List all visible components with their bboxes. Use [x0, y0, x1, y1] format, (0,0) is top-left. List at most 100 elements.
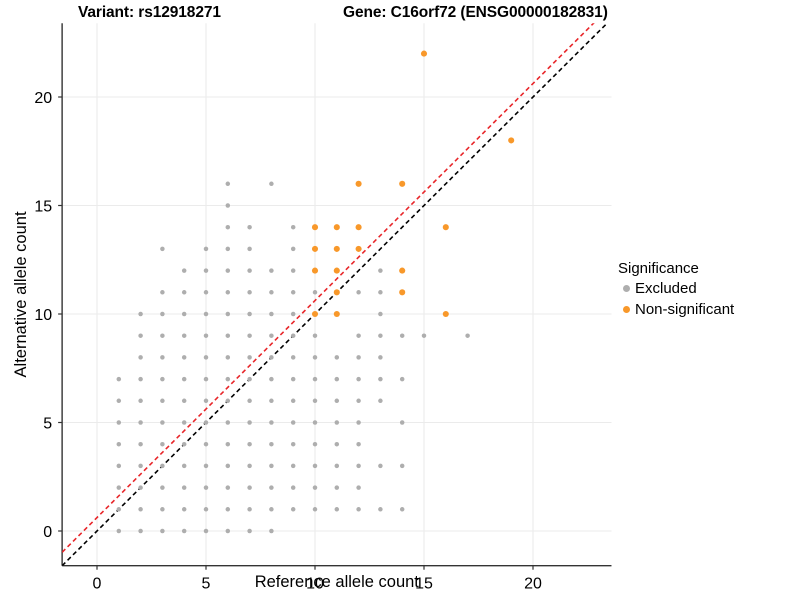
data-point [356, 420, 361, 425]
data-point [334, 507, 340, 512]
data-point [181, 528, 187, 534]
data-point [269, 398, 274, 404]
data-point [225, 507, 231, 512]
data-point [225, 203, 231, 208]
data-point [334, 355, 340, 360]
data-point [378, 507, 383, 512]
data-point [160, 290, 165, 295]
threshold-line [62, 23, 595, 553]
data-point [356, 290, 361, 295]
data-point [160, 528, 165, 534]
data-point [181, 290, 187, 295]
data-point [399, 420, 405, 425]
data-point [247, 311, 252, 317]
data-point [378, 290, 383, 295]
circle-dot-icon [618, 285, 635, 292]
data-point [225, 311, 231, 317]
data-point [356, 376, 361, 382]
data-point [312, 355, 318, 360]
legend-item-label: Non-significant [635, 301, 735, 318]
data-point [378, 311, 383, 317]
data-point [225, 528, 231, 534]
data-point [247, 333, 252, 338]
plot-panel-border [61, 23, 612, 567]
data-point [312, 463, 318, 469]
data-point [116, 441, 122, 447]
data-point [334, 420, 340, 425]
data-point [160, 507, 165, 512]
axis-tick-labels: 0 5 10 15 20 0 5 10 15 20 [34, 90, 542, 593]
data-point [290, 224, 296, 230]
data-point [181, 268, 187, 273]
data-point [378, 355, 383, 360]
data-point [334, 376, 340, 382]
data-point [203, 268, 209, 273]
data-point [116, 528, 122, 534]
data-point [160, 333, 165, 338]
data-point [311, 245, 319, 252]
data-point [247, 507, 252, 512]
data-point [333, 224, 340, 231]
data-point [247, 463, 252, 469]
data-point [333, 245, 340, 252]
data-point [138, 441, 143, 447]
data-point [138, 398, 143, 404]
data-point [225, 224, 231, 230]
data-point [116, 376, 122, 382]
data-point [442, 310, 449, 318]
data-point [290, 398, 296, 404]
data-point [334, 398, 340, 404]
data-point [203, 485, 209, 490]
data-point [225, 290, 231, 295]
data-point [203, 376, 209, 382]
data-point [116, 420, 122, 425]
data-point [311, 267, 319, 274]
data-point [355, 224, 362, 231]
data-point [290, 311, 296, 317]
data-point [290, 376, 296, 382]
data-point [356, 441, 361, 447]
data-point [378, 376, 383, 382]
legend-title: Significance [618, 260, 699, 277]
plot-title-bar: Variant: rs12918271 Gene: C16orf72 (ENSG… [0, 4, 800, 28]
legend-item-non-significant[interactable]: Non-significant [618, 299, 798, 320]
data-point [269, 290, 274, 295]
data-point [378, 268, 383, 273]
data-point [290, 246, 296, 252]
data-point [225, 355, 231, 360]
data-point [116, 398, 122, 404]
data-point [225, 420, 231, 425]
axis-titles: Reference allele count Alternative allele… [12, 211, 419, 591]
data-point [181, 376, 187, 382]
data-point [203, 528, 209, 534]
data-point [334, 463, 340, 469]
data-point [356, 333, 361, 338]
data-point [138, 463, 143, 469]
data-point [420, 50, 428, 57]
data-point [290, 420, 296, 425]
y-tick-label: 5 [43, 416, 52, 433]
data-point [116, 463, 122, 469]
legend-item-excluded[interactable]: Excluded [618, 278, 798, 299]
x-axis-title: Reference allele count [255, 573, 420, 591]
data-point [356, 398, 361, 404]
data-point [269, 507, 274, 512]
data-point [378, 398, 383, 404]
data-point [355, 180, 362, 187]
data-point [203, 420, 209, 425]
data-point [181, 420, 187, 425]
data-point [333, 289, 340, 296]
data-point [399, 267, 406, 274]
data-point [225, 181, 231, 187]
data-point [247, 441, 252, 447]
data-point [269, 441, 274, 447]
data-points-non-significant [311, 50, 515, 318]
data-point [333, 267, 340, 274]
data-point [290, 485, 296, 490]
data-point [399, 463, 405, 469]
data-point [225, 463, 231, 469]
data-point [247, 268, 252, 273]
data-point [160, 485, 165, 490]
data-point [442, 224, 449, 231]
